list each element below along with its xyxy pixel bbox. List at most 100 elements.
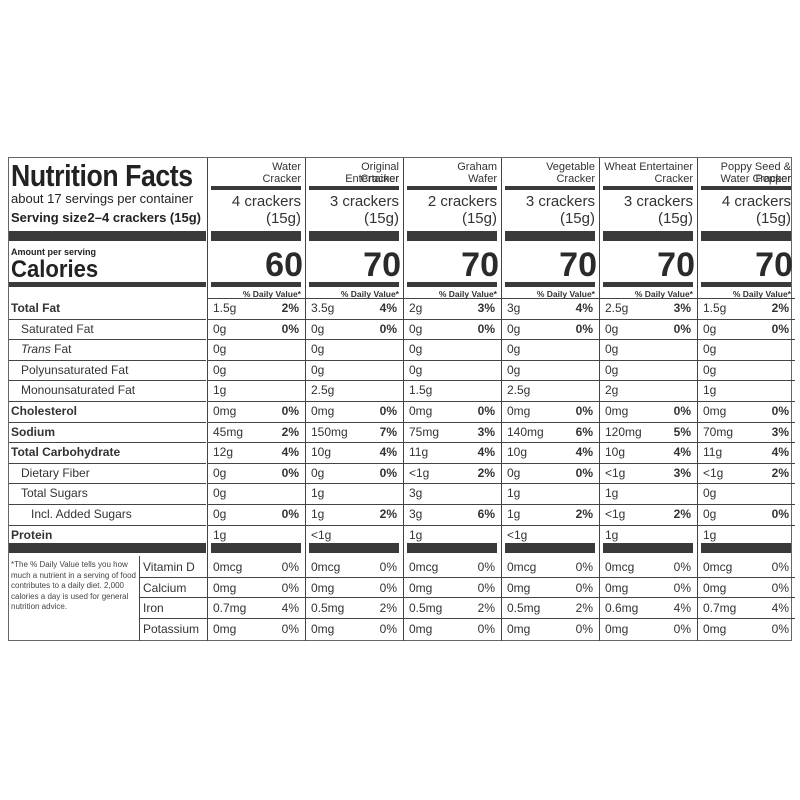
vitamin-amount: 0mcg xyxy=(213,560,243,574)
nutrient-dv: 3% xyxy=(477,301,495,315)
row-divider xyxy=(698,359,795,361)
nutrient-amount: 0g xyxy=(409,321,423,336)
vitamin-divider xyxy=(139,556,140,641)
nutrient-amount: 2.5g xyxy=(311,383,335,398)
nutrient-amount: 2.5g xyxy=(605,301,629,315)
servings-per-container: about 17 servings per container xyxy=(11,191,194,206)
nutrient-dv: 0% xyxy=(379,404,397,418)
divider-bar xyxy=(9,231,206,241)
nutrient-amount: 75mg xyxy=(409,424,440,439)
nutrient-amount: 2g xyxy=(409,301,423,315)
nutrient-amount: 2g xyxy=(605,383,619,398)
vitamin-dv: 0% xyxy=(575,621,593,636)
divider-bar xyxy=(701,543,791,553)
nutrient-amount: 3g xyxy=(507,301,521,315)
row-divider xyxy=(306,359,403,361)
divider-bar xyxy=(309,186,399,190)
vitamin-amount: 0mcg xyxy=(311,560,341,574)
nutrient-amount: 0g xyxy=(213,321,227,336)
serving-size-label: Serving size xyxy=(11,210,87,225)
nutrient-amount: <1g xyxy=(507,527,528,542)
divider-bar xyxy=(309,231,399,241)
row-divider xyxy=(208,597,305,599)
nutrient-dv: 0% xyxy=(477,404,495,418)
nutrient-amount: 140mg xyxy=(507,424,544,439)
nutrient-dv: 6% xyxy=(477,507,495,521)
row-divider xyxy=(404,442,501,444)
nutrient-label: Total Sugars xyxy=(21,486,88,501)
nutrient-dv: 5% xyxy=(673,424,691,439)
row-divider xyxy=(404,339,501,341)
trans-italic: Trans xyxy=(21,342,51,357)
nutrient-amount: <1g xyxy=(605,465,626,480)
calories-value: 70 xyxy=(461,246,499,284)
row-divider xyxy=(600,401,697,402)
row-divider xyxy=(208,401,305,402)
vitamin-amount: 0.7mg xyxy=(213,601,247,616)
divider-bar xyxy=(407,543,497,553)
row-divider xyxy=(306,318,403,320)
nutrient-amount: 0g xyxy=(605,321,619,336)
vitamin-amount: 0mcg xyxy=(507,560,537,574)
vitamin-dv: 0% xyxy=(281,621,299,636)
nutrient-label: Trans Fat xyxy=(21,342,72,357)
row-divider xyxy=(698,318,795,320)
nutrient-dv: 0% xyxy=(771,404,789,418)
vitamin-amount: 0.5mg xyxy=(409,601,443,616)
calories-value: 70 xyxy=(755,246,793,284)
row-divider xyxy=(502,421,599,423)
nutrient-dv: 0% xyxy=(575,465,593,480)
serving-weight: (15g) xyxy=(755,210,791,227)
nutrient-amount: 1.5g xyxy=(213,301,237,315)
nutrient-amount: 3g xyxy=(409,486,423,501)
product-name: Cracker xyxy=(360,173,399,185)
nutrient-amount: 1g xyxy=(703,383,717,398)
nutrient-amount: 0g xyxy=(311,321,325,336)
row-divider xyxy=(502,298,599,299)
divider-bar xyxy=(603,186,693,190)
row-divider xyxy=(698,421,795,423)
row-divider xyxy=(306,442,403,444)
row-divider xyxy=(208,298,305,299)
row-divider xyxy=(698,524,795,526)
nutrient-amount: 1g xyxy=(311,507,325,521)
serving-weight: (15g) xyxy=(363,210,399,227)
calories-value: 70 xyxy=(559,246,597,284)
serving-weight: (15g) xyxy=(461,210,497,227)
row-divider xyxy=(140,597,207,599)
vitamin-amount: 0mg xyxy=(311,580,335,595)
divider-bar xyxy=(603,231,693,241)
row-divider xyxy=(502,442,599,444)
row-divider xyxy=(404,421,501,423)
row-divider xyxy=(208,576,305,578)
row-divider xyxy=(698,597,795,599)
nutrient-amount: 0g xyxy=(213,486,227,501)
product-name: Cracker xyxy=(654,173,693,185)
row-divider xyxy=(306,576,403,578)
serving-weight: (15g) xyxy=(559,210,595,227)
nutrient-dv: 4% xyxy=(575,301,593,315)
nutrient-dv: 0% xyxy=(281,321,299,336)
daily-value-header: % Daily Value* xyxy=(732,289,791,299)
row-divider xyxy=(306,483,403,485)
divider-bar xyxy=(211,231,301,241)
nutrient-label: Total Fat xyxy=(11,301,61,315)
nutrient-amount: 1g xyxy=(507,486,521,501)
nutrient-dv: 0% xyxy=(771,321,789,336)
nutrient-amount: 70mg xyxy=(703,424,734,439)
row-divider xyxy=(306,504,403,505)
row-divider xyxy=(208,504,305,505)
divider-bar xyxy=(701,231,791,241)
product-name: Wafer xyxy=(468,173,497,185)
vitamin-amount: 0mg xyxy=(213,580,237,595)
row-divider xyxy=(698,483,795,485)
nutrient-dv: 4% xyxy=(771,445,789,460)
divider-bar xyxy=(603,282,693,287)
row-divider xyxy=(404,524,501,526)
divider-bar xyxy=(211,186,301,190)
column-divider xyxy=(599,158,600,641)
nutrient-amount: 1g xyxy=(409,527,423,542)
nutrient-dv: 6% xyxy=(575,424,593,439)
nutrient-amount: 45mg xyxy=(213,424,244,439)
vitamin-dv: 2% xyxy=(477,601,495,616)
